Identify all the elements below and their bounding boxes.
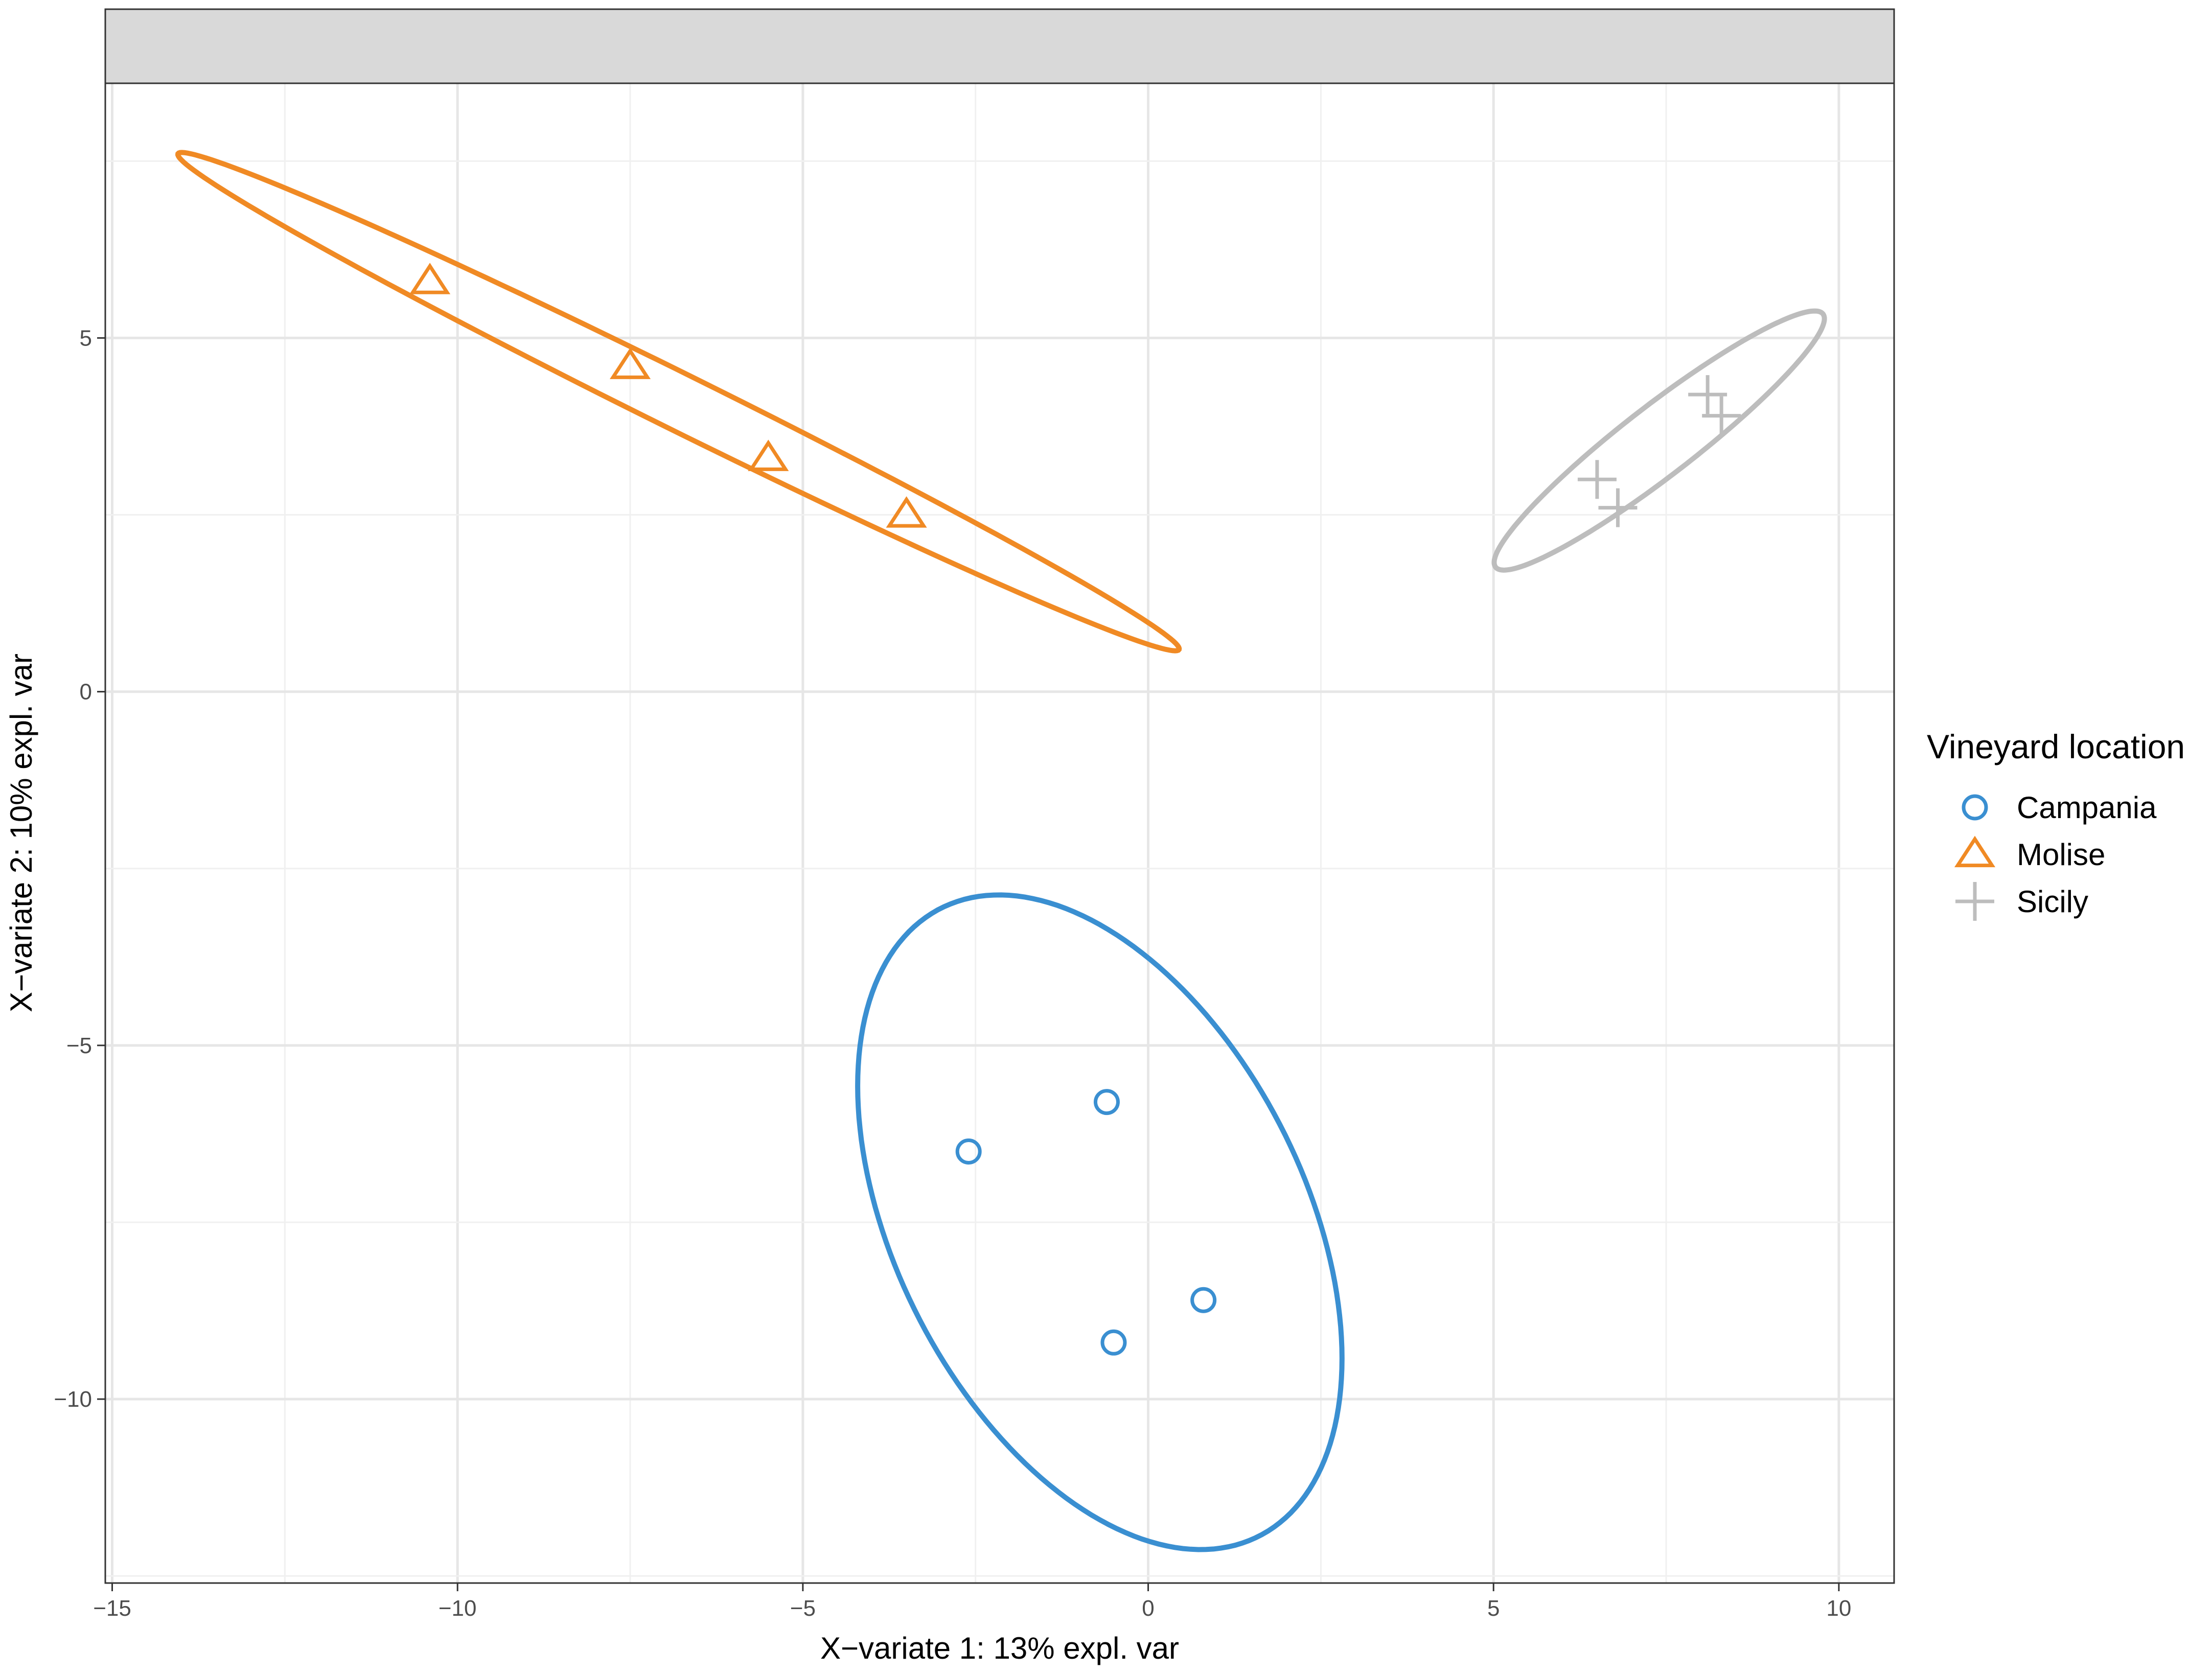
x-tick-label: −10	[439, 1596, 477, 1621]
x-tick-label: 0	[1142, 1596, 1154, 1621]
legend-items: Campania Molise Sicily	[1954, 790, 2157, 921]
plot-panel	[105, 83, 1894, 1583]
legend-label-campania: Campania	[2017, 790, 2157, 825]
point-molise	[886, 496, 927, 528]
point-sicily	[1598, 488, 1638, 527]
legend-key-sicily	[1955, 882, 1994, 921]
point-sicily	[1688, 375, 1727, 414]
point-campania	[1190, 1287, 1217, 1313]
legend-key-campania	[1962, 794, 1988, 821]
x-tick-label: −15	[93, 1596, 131, 1621]
point-molise	[748, 439, 789, 471]
y-axis-title: X−variate 2: 10% expl. var	[4, 654, 38, 1012]
data-points	[409, 263, 1741, 1356]
x-axis-title: X−variate 1: 13% expl. var	[820, 1631, 1179, 1665]
confidence-ellipses	[175, 150, 1827, 1552]
ellipse-molise	[175, 150, 1182, 654]
y-tick-label: 5	[80, 326, 92, 351]
grid	[105, 83, 1894, 1583]
ellipse-sicily	[1491, 308, 1827, 573]
y-axis: −10 −5 0 5	[54, 326, 105, 1412]
y-tick-label: −10	[54, 1387, 92, 1412]
point-molise	[609, 347, 651, 379]
facet-strip	[104, 8, 1895, 84]
y-tick-label: −5	[66, 1033, 92, 1058]
x-tick-label: −5	[790, 1596, 816, 1621]
point-sicily	[1577, 460, 1617, 499]
legend-label-molise: Molise	[2017, 838, 2105, 872]
panel-border	[104, 82, 1895, 1584]
point-molise	[409, 263, 451, 294]
legend-label-sicily: Sicily	[2017, 885, 2088, 919]
point-sicily	[1702, 396, 1741, 435]
point-campania	[1093, 1089, 1120, 1115]
point-campania	[1100, 1329, 1127, 1356]
x-axis: −15 −10 −5 0 5 10	[93, 1583, 1851, 1621]
point-campania	[955, 1138, 982, 1165]
legend: Vineyard location Campania Molise Sicily	[1927, 728, 2185, 921]
y-tick-label: 0	[80, 680, 92, 705]
ellipse-campania	[855, 892, 1345, 1552]
x-tick-label: 5	[1487, 1596, 1500, 1621]
legend-title: Vineyard location	[1927, 728, 2185, 765]
x-tick-label: 10	[1826, 1596, 1851, 1621]
legend-key-molise	[1954, 835, 1996, 868]
